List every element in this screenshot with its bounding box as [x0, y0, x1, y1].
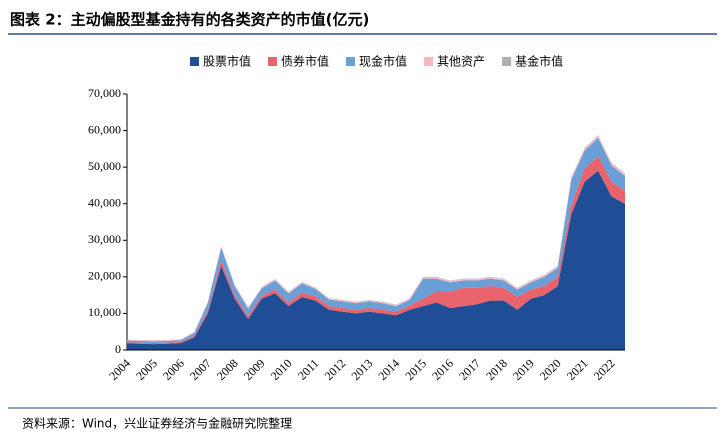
y-tick-label: 20,000: [88, 269, 121, 283]
x-tick-label: 2018: [483, 356, 510, 383]
area: [127, 156, 625, 345]
x-tick-label: 2015: [402, 356, 429, 383]
x-tick-label: 2013: [348, 356, 375, 383]
legend-swatch: [502, 57, 512, 66]
x-tick-label: 2021: [564, 356, 591, 383]
x-tick-label: 2016: [429, 356, 456, 383]
y-tick-label: 70,000: [88, 86, 121, 100]
x-tick-label: 2005: [133, 356, 160, 383]
x-tick-label: 2007: [187, 356, 214, 383]
legend-swatch: [190, 57, 199, 66]
y-tick-label: 10,000: [88, 305, 121, 319]
y-tick-label: 40,000: [88, 195, 121, 209]
chart-title: 图表 2：主动偏股型基金持有的各类资产的市值(亿元): [10, 11, 369, 29]
y-tick-label: 30,000: [88, 232, 121, 246]
legend-label: 其他资产: [437, 55, 485, 69]
y-tick-label: 0: [115, 342, 121, 356]
legend-label: 基金市值: [515, 54, 563, 69]
legend-label: 股票市值: [203, 54, 251, 69]
x-tick-label: 2008: [214, 356, 241, 383]
x-tick-label: 2014: [375, 356, 402, 383]
legend-label: 现金市值: [359, 54, 407, 69]
x-tick-label: 2009: [241, 356, 268, 383]
legend-label: 债券市值: [281, 54, 329, 69]
x-tick-label: 2006: [160, 356, 187, 383]
source: 资料来源：Wind，兴业证券经济与金融研究院整理: [22, 416, 292, 431]
y-tick-label: 50,000: [88, 159, 121, 173]
x-tick-label: 2004: [106, 356, 133, 383]
legend-swatch: [424, 57, 434, 66]
x-tick-label: 2020: [537, 356, 564, 383]
legend-swatch: [268, 57, 278, 66]
x-tick-label: 2012: [322, 356, 349, 383]
y-tick-label: 60,000: [88, 122, 121, 136]
legend-swatch: [346, 57, 356, 66]
x-tick-label: 2011: [295, 356, 322, 383]
x-tick-label: 2019: [510, 356, 537, 383]
x-tick-label: 2022: [591, 356, 618, 383]
x-tick-label: 2010: [268, 356, 295, 383]
x-tick-label: 2017: [456, 356, 483, 383]
area: [127, 170, 625, 350]
